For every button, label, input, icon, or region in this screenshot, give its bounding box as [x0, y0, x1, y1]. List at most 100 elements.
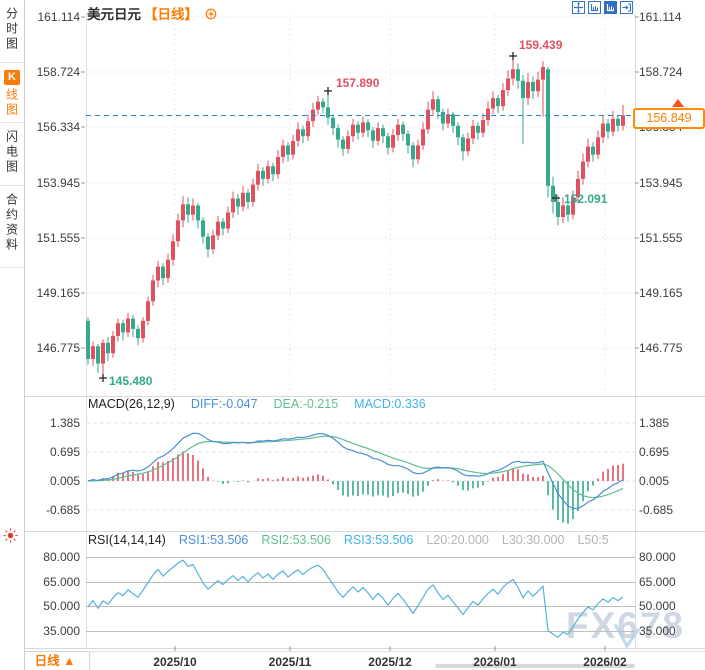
sidebar-tab-lightning-chart[interactable]: 闪电图 — [0, 123, 24, 186]
candle-body — [456, 125, 460, 138]
macd-y-axis-label-right: -0.685 — [639, 503, 674, 517]
main-y-axis-label-right: 151.555 — [639, 231, 683, 245]
price-up-triangle-icon — [672, 99, 684, 107]
tab-label: 合约资料 — [4, 193, 19, 253]
annotation-cross-icon — [324, 87, 332, 95]
tab-label: 闪电图 — [4, 130, 19, 175]
rsi-l50-value: L50:5 — [577, 533, 609, 547]
candle-body — [196, 205, 200, 221]
tab-label: 分时图 — [4, 7, 19, 52]
candle-body — [501, 90, 505, 107]
candle-body — [591, 146, 595, 155]
candle-body — [316, 101, 320, 110]
sidebar-tab-time-chart[interactable]: 分时图 — [0, 0, 24, 63]
candle-body — [436, 99, 440, 112]
candle-body — [356, 124, 360, 133]
add-indicator-icon[interactable] — [205, 8, 217, 20]
candle-body — [616, 118, 620, 126]
macd-y-axis-label-left: 0.005 — [49, 474, 80, 488]
annotation-cross-icon — [509, 52, 517, 60]
candle-body — [491, 98, 495, 109]
rsi-y-axis-label-left: 35.000 — [43, 624, 80, 638]
macd-y-axis-label-left: -0.685 — [45, 503, 80, 517]
candle-body — [336, 128, 340, 140]
period-label: 日线 — [34, 654, 60, 668]
candle-body — [431, 99, 435, 110]
candle-body — [531, 81, 535, 92]
candle-body — [506, 78, 510, 91]
annotation-high-159439: 159.439 — [519, 38, 563, 52]
candle-body — [186, 204, 190, 215]
candle-body — [331, 117, 335, 129]
candle-body — [391, 135, 395, 148]
candle-body — [266, 166, 270, 179]
candle-body — [481, 120, 485, 133]
main-y-axis-label-left: 156.334 — [36, 120, 80, 134]
candle-body — [621, 115, 625, 126]
candle-body — [106, 342, 110, 354]
rsi3-value: RSI3:53.506 — [343, 533, 414, 547]
candle-body — [581, 161, 585, 179]
candle-body — [381, 128, 385, 137]
candle-body — [301, 129, 305, 137]
settings-sun-icon[interactable] — [3, 528, 18, 543]
pan-exit-icon[interactable] — [620, 1, 633, 14]
candle-body — [341, 139, 345, 149]
macd-diff-line — [87, 432, 624, 510]
candle-body — [91, 346, 95, 359]
candle-body — [361, 122, 365, 133]
rsi-l20-value: L20:20.000 — [426, 533, 489, 547]
x-axis-label: 2026/02 — [583, 655, 627, 669]
candle-body — [541, 66, 545, 80]
macd-y-axis-label-right: 0.695 — [639, 445, 670, 459]
period-arrow-icon: ▲ — [63, 654, 76, 668]
rsi-y-axis-label-left: 65.000 — [43, 575, 80, 589]
sidebar-tab-kline-chart[interactable]: K 线图 — [0, 63, 24, 123]
x-scale-icon[interactable] — [588, 1, 601, 14]
rsi2-value: RSI2:53.506 — [261, 533, 331, 547]
rsi-y-axis-label-left: 80.000 — [43, 550, 80, 564]
candle-body — [281, 145, 285, 157]
chart-title: 美元日元 【日线】 — [87, 3, 217, 23]
candle-body — [466, 138, 470, 152]
sidebar: 分时图 K 线图 闪电图 合约资料 — [0, 0, 25, 670]
crosshair-move-icon[interactable] — [572, 1, 585, 14]
candle-body — [461, 137, 465, 152]
candle-body — [166, 259, 170, 279]
candle-body — [276, 156, 280, 175]
candle-body — [236, 198, 240, 207]
y-scale-icon-active[interactable] — [604, 1, 617, 14]
candle-body — [86, 320, 90, 359]
candle-body — [426, 109, 430, 130]
candle-body — [451, 114, 455, 126]
candle-body — [406, 133, 410, 146]
candle-body — [311, 109, 315, 122]
candle-body — [496, 98, 500, 107]
x-axis-label: 2026/01 — [473, 655, 517, 669]
candle-body — [516, 69, 520, 81]
candle-body — [371, 130, 375, 141]
candle-body — [121, 323, 125, 333]
period-selector[interactable]: 日线 ▲ — [20, 651, 90, 670]
candle-body — [136, 328, 140, 339]
candle-body — [486, 108, 490, 121]
candle-body — [606, 123, 610, 132]
x-axis-label: 2025/10 — [153, 655, 197, 669]
candle-body — [386, 136, 390, 148]
candle-body — [471, 125, 475, 139]
main-y-axis-label-left: 161.114 — [37, 10, 81, 24]
candle-body — [111, 335, 115, 354]
candle-body — [521, 80, 525, 99]
rsi-header: RSI(14,14,14) RSI1:53.506 RSI2:53.506 RS… — [88, 533, 635, 547]
candle-body — [146, 301, 150, 321]
candle-body — [546, 69, 550, 186]
candle-body — [421, 129, 425, 146]
candle-body — [306, 121, 310, 137]
candle-body — [101, 342, 105, 364]
sidebar-tab-contract-info[interactable]: 合约资料 — [0, 186, 24, 268]
current-price-box: 156.849 — [633, 108, 705, 129]
period-tag: 【日线】 — [144, 7, 198, 22]
x-axis-label: 2025/12 — [368, 655, 412, 669]
